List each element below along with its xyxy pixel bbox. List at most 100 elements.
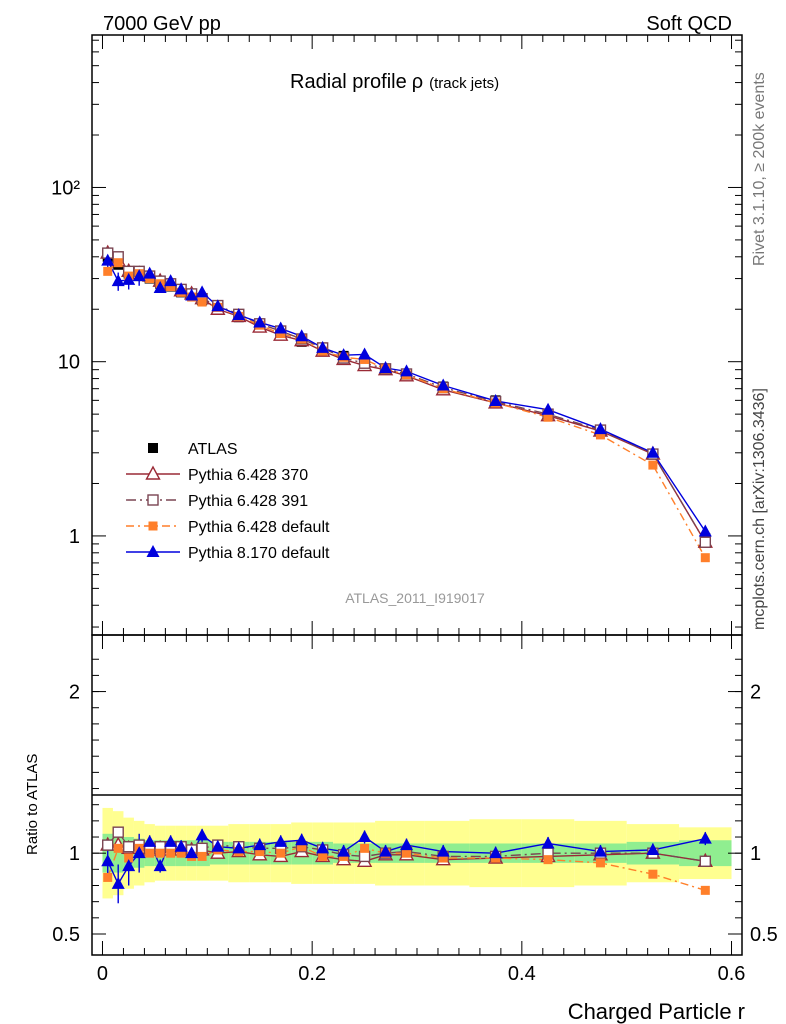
data-point-pydef bbox=[543, 412, 553, 422]
data-point-py8 bbox=[541, 402, 555, 415]
ratio-point-pydef bbox=[700, 885, 710, 895]
legend-marker-py391 bbox=[147, 494, 159, 506]
ratio-point-py8 bbox=[143, 834, 157, 847]
ratio-point-pydef bbox=[318, 851, 328, 861]
ratio-point-py8 bbox=[337, 844, 351, 857]
legend-label-py391: Pythia 6.428 391 bbox=[188, 493, 308, 510]
data-point-pydef bbox=[197, 297, 207, 307]
ratio-point-py8 bbox=[316, 841, 330, 854]
ratio-point-pydef bbox=[113, 843, 123, 853]
header-energy: 7000 GeV pp bbox=[103, 13, 221, 35]
ratio-point-py391 bbox=[196, 842, 208, 855]
data-point-pydef bbox=[648, 460, 658, 470]
data-point-pydef bbox=[113, 258, 123, 268]
data-point-pydef bbox=[166, 282, 176, 292]
legend-label-atlas: ATLAS bbox=[188, 441, 238, 458]
ratio-y-tick-label: 1 bbox=[69, 843, 80, 865]
series-line-pydef bbox=[107, 261, 706, 559]
data-point-py8 bbox=[698, 524, 712, 537]
ratio-point-pydef bbox=[297, 842, 307, 852]
ratio-point-py8 bbox=[122, 859, 136, 872]
ratio-point-py8 bbox=[295, 833, 309, 846]
y-tick-label: 10² bbox=[51, 177, 80, 199]
ratio-point-py8 bbox=[111, 876, 125, 889]
data-point-py391 bbox=[699, 536, 712, 548]
main-plot-title: Radial profile ρ (track jets) bbox=[290, 71, 499, 93]
x-tick-label: 0.2 bbox=[298, 963, 326, 985]
ratio-point-py8 bbox=[164, 834, 178, 847]
data-point-py8 bbox=[400, 364, 414, 377]
ratio-point-pydef bbox=[155, 848, 165, 858]
ratio-point-py8 bbox=[379, 844, 393, 857]
ratio-point-pydef bbox=[543, 855, 553, 865]
data-point-py8 bbox=[358, 347, 372, 360]
legend: ATLAS Pythia 6.428 370 Pythia 6.428 391 Pyt… bbox=[126, 441, 330, 562]
data-point-py8 bbox=[195, 285, 209, 298]
y-tick-label: 1 bbox=[69, 526, 80, 548]
legend-marker-pydef bbox=[148, 521, 158, 531]
ratio-y-tick-label-right: 2 bbox=[750, 682, 761, 704]
data-point-py8 bbox=[316, 340, 330, 353]
ratio-point-py8 bbox=[400, 838, 414, 851]
ratio-point-py8 bbox=[593, 844, 607, 857]
data-point-py8 bbox=[274, 321, 288, 334]
series-line-py391 bbox=[107, 252, 706, 543]
x-tick-label: 0 bbox=[97, 963, 108, 985]
data-point-py8 bbox=[253, 315, 267, 328]
data-point-py8 bbox=[153, 280, 167, 293]
ratio-point-py8 bbox=[253, 838, 267, 851]
ratio-y-tick-label: 2 bbox=[69, 682, 80, 704]
x-tick-label: 0.4 bbox=[508, 963, 536, 985]
ratio-point-pydef bbox=[166, 848, 176, 858]
band-inner bbox=[112, 833, 124, 873]
ratio-y-tick-label-right: 0.5 bbox=[750, 924, 778, 946]
data-point-py8 bbox=[337, 348, 351, 361]
ratio-point-py8 bbox=[101, 854, 115, 867]
legend-marker-py370 bbox=[145, 465, 161, 480]
data-point-pydef bbox=[595, 430, 605, 440]
data-point-py8 bbox=[232, 308, 246, 321]
ratio-point-py391 bbox=[102, 839, 114, 851]
data-point-py8 bbox=[101, 253, 115, 266]
data-point-py8 bbox=[174, 282, 188, 295]
ratio-point-py8 bbox=[132, 846, 146, 859]
ratio-point-pydef bbox=[176, 848, 186, 858]
ratio-point-py8 bbox=[274, 834, 288, 847]
ratio-point-py8 bbox=[153, 859, 167, 872]
data-point-py8 bbox=[143, 266, 157, 279]
data-point-py8 bbox=[646, 445, 660, 458]
ratio-point-pydef bbox=[103, 872, 113, 882]
data-point-py8 bbox=[489, 393, 503, 406]
data-point-py8 bbox=[295, 329, 309, 342]
legend-label-py8: Pythia 8.170 default bbox=[188, 545, 330, 562]
ratio-point-pydef bbox=[276, 848, 286, 858]
data-point-py8 bbox=[122, 272, 136, 285]
side-label-rivet: Rivet 3.1.10, ≥ 200k events bbox=[751, 72, 768, 266]
legend-marker-atlas bbox=[148, 443, 158, 453]
x-axis-label: Charged Particle r bbox=[568, 999, 745, 1024]
ratio-plot-panel: 2 2 1 1 0.5 0.5 0 0.2 0.4 0.6 Ratio to ATLAS Char… bbox=[24, 634, 778, 1024]
data-point-py8 bbox=[211, 299, 225, 312]
ratio-point-pydef bbox=[197, 851, 207, 861]
ratio-y-tick-label: 0.5 bbox=[52, 924, 80, 946]
ratio-point-py391 bbox=[112, 826, 124, 838]
ratio-point-py391 bbox=[122, 841, 135, 853]
ratio-plot-marks bbox=[100, 826, 713, 904]
data-point-pydef bbox=[700, 553, 710, 563]
ratio-point-pydef bbox=[595, 858, 605, 868]
ratio-point-py8 bbox=[541, 836, 555, 849]
main-plot-ticks: 10² 10 1 bbox=[51, 35, 742, 635]
ratio-point-py8 bbox=[185, 846, 199, 859]
data-point-py8 bbox=[132, 269, 146, 282]
ratio-point-pydef bbox=[438, 853, 448, 863]
data-point-pydef bbox=[103, 266, 113, 276]
ratio-point-py8 bbox=[232, 841, 246, 854]
legend-marker-py8 bbox=[146, 545, 160, 557]
data-point-py8 bbox=[593, 422, 607, 435]
ratio-point-py391 bbox=[699, 855, 712, 867]
legend-label-pydef: Pythia 6.428 default bbox=[188, 519, 330, 536]
y-tick-label: 10 bbox=[58, 352, 80, 374]
ratio-point-py8 bbox=[698, 831, 712, 844]
ratio-point-py8 bbox=[174, 839, 188, 852]
